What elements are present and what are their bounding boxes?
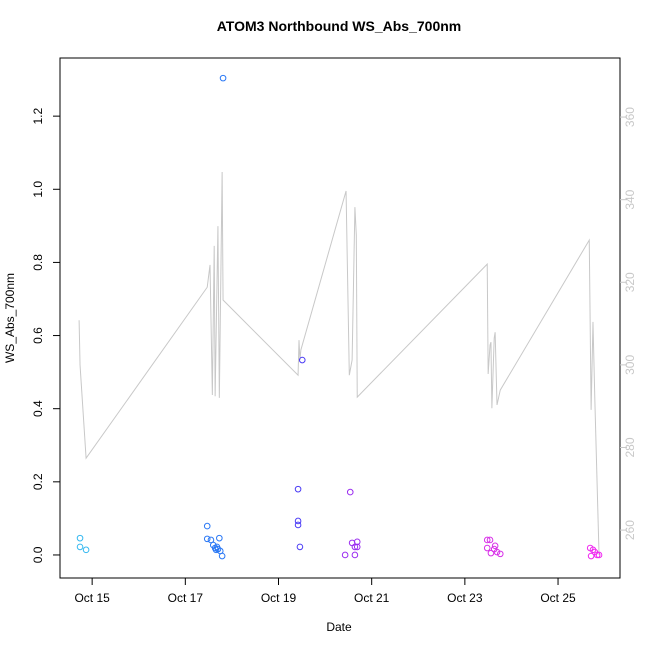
y-tick-label: 0.6 xyxy=(31,327,45,344)
y2-tick-label: 300 xyxy=(623,355,637,375)
x-tick-label: Oct 19 xyxy=(261,591,297,605)
point xyxy=(483,544,491,552)
y-tick-label: 1.2 xyxy=(31,107,45,124)
point xyxy=(219,74,227,82)
point xyxy=(486,536,494,544)
point xyxy=(218,552,226,560)
x-tick-label: Oct 21 xyxy=(354,591,390,605)
y-tick-label: 0.0 xyxy=(31,546,45,563)
point xyxy=(493,548,501,556)
point xyxy=(593,551,601,559)
point xyxy=(491,542,499,550)
point xyxy=(294,521,302,529)
point xyxy=(351,551,359,559)
point xyxy=(483,536,491,544)
plot-frame xyxy=(59,57,621,579)
point xyxy=(216,534,223,542)
point xyxy=(298,356,306,364)
y-tick-label: 0.8 xyxy=(31,254,45,271)
y-axis-label: WS_Abs_700nm xyxy=(3,273,17,363)
x-axis-label: Date xyxy=(326,620,352,634)
point xyxy=(587,552,595,560)
point xyxy=(487,549,495,557)
y2-tick-label: 260 xyxy=(623,520,637,540)
point xyxy=(496,550,504,558)
point xyxy=(76,543,84,551)
point xyxy=(353,538,361,546)
y2-tick-label: 320 xyxy=(623,272,637,292)
point xyxy=(595,551,603,559)
point xyxy=(203,522,211,530)
y-tick-label: 1.0 xyxy=(31,181,45,198)
point xyxy=(203,535,211,543)
x-tick-label: Oct 25 xyxy=(540,591,576,605)
y2-tick-label: 280 xyxy=(623,437,637,457)
x-tick-label: Oct 15 xyxy=(74,591,110,605)
x-tick-label: Oct 17 xyxy=(168,591,204,605)
x-tick-label: Oct 23 xyxy=(447,591,483,605)
point xyxy=(296,543,304,551)
point xyxy=(82,546,90,554)
chart-title: ATOM3 Northbound WS_Abs_700nm xyxy=(217,18,462,34)
y-tick-label: 0.2 xyxy=(31,473,45,490)
y-tick-label: 0.4 xyxy=(31,400,45,417)
y2-tick-label: 360 xyxy=(623,107,637,127)
point xyxy=(294,485,302,493)
point xyxy=(294,517,302,525)
point xyxy=(76,534,84,542)
point xyxy=(346,488,354,496)
y2-tick-label: 340 xyxy=(623,189,637,209)
line xyxy=(78,171,600,555)
point xyxy=(341,551,349,559)
